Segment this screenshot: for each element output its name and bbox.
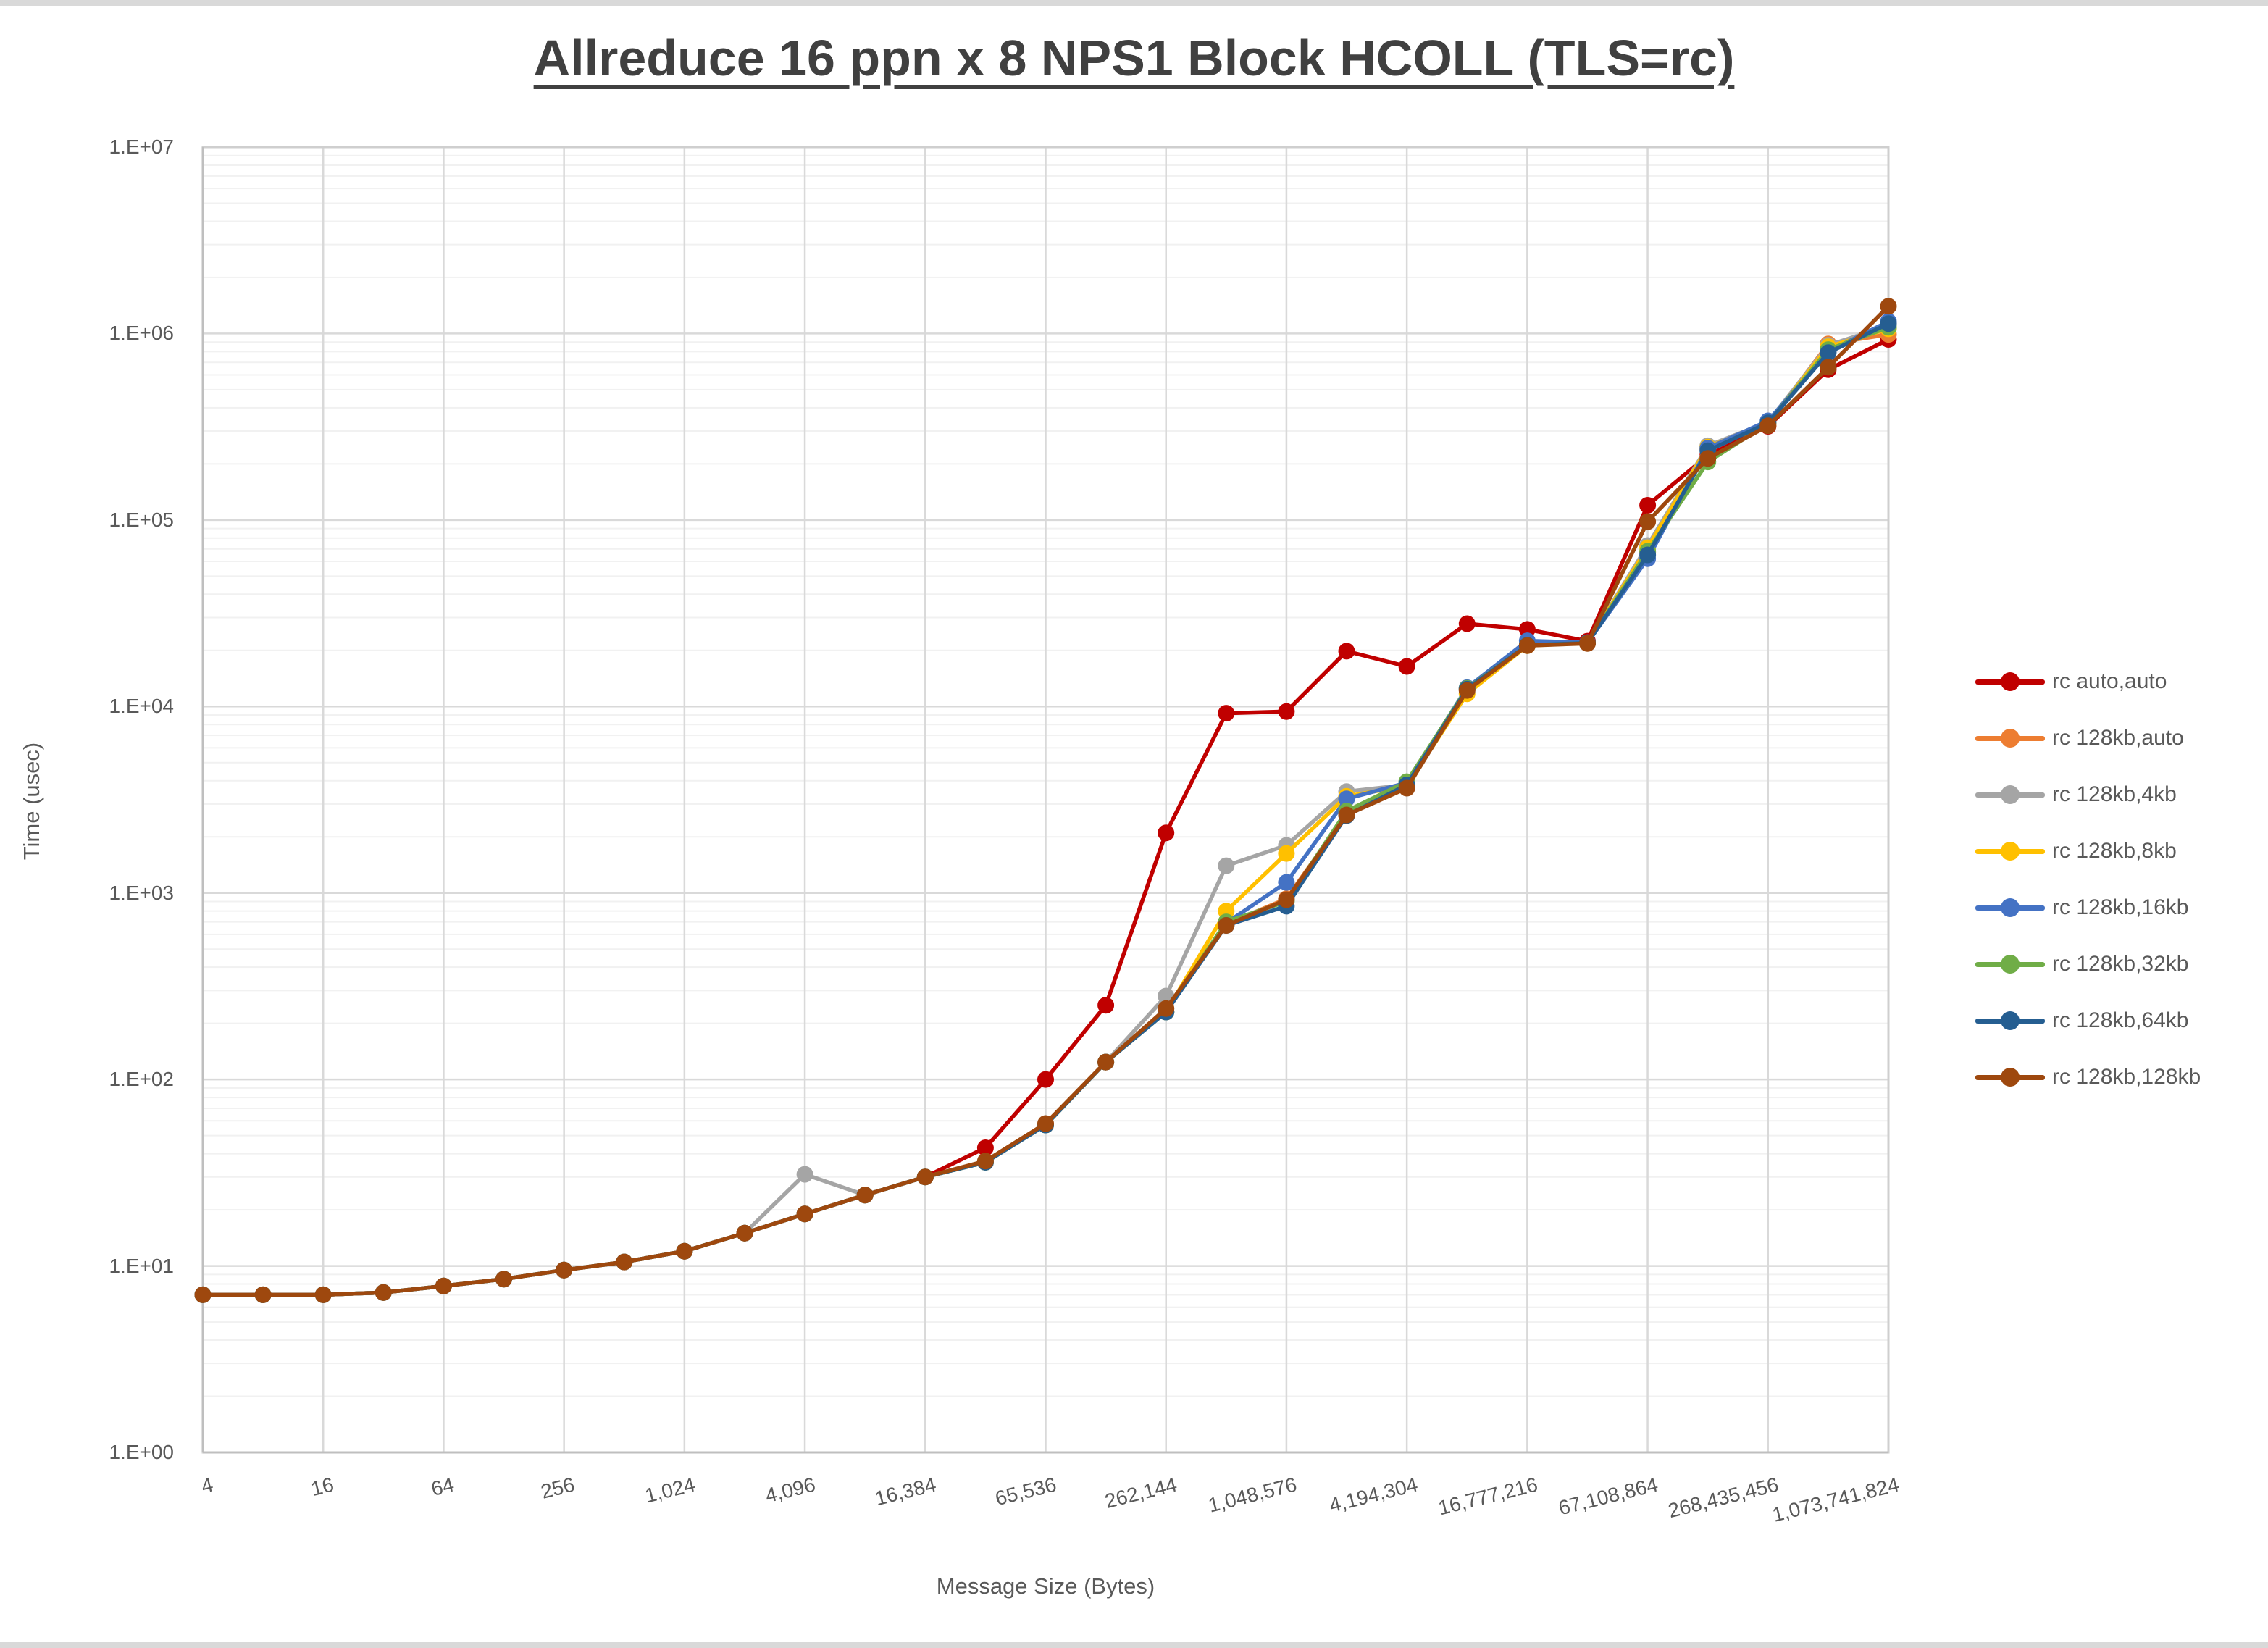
y-tick-label: 1.E+03 <box>109 881 174 904</box>
data-point-marker-rc-128kb-128kb <box>194 1286 212 1303</box>
data-point-marker-rc-128kb-128kb <box>616 1253 633 1271</box>
data-point-marker-rc-128kb-128kb <box>1820 359 1837 376</box>
data-point-marker-rc-128kb-128kb <box>1518 637 1536 654</box>
legend-marker-icon <box>2001 955 2020 974</box>
legend-item-rc-128kb-64kb[interactable]: rc 128kb,64kb <box>1975 1005 2188 1037</box>
legend-label: rc 128kb,8kb <box>2052 839 2177 863</box>
legend-series-swatch-icon <box>1975 835 2045 867</box>
legend-marker-icon <box>2001 672 2020 691</box>
data-point-marker-rc-128kb-128kb <box>1097 1053 1115 1071</box>
data-point-marker-rc-128kb-64kb <box>1639 546 1657 564</box>
legend-label: rc 128kb,auto <box>2052 726 2184 750</box>
y-axis-title: Time (usec) <box>19 742 44 861</box>
y-tick-label: 1.E+04 <box>109 695 174 718</box>
data-point-marker-rc-128kb-128kb <box>916 1168 934 1186</box>
y-tick-label: 1.E+01 <box>109 1254 174 1277</box>
data-point-marker-rc-128kb-16kb <box>1338 790 1355 808</box>
legend-series-swatch-icon <box>1975 666 2045 698</box>
y-tick-label: 1.E+00 <box>109 1441 174 1463</box>
legend-label: rc 128kb,64kb <box>2052 1008 2189 1032</box>
data-point-marker-rc-128kb-128kb <box>856 1187 874 1204</box>
data-point-marker-rc-128kb-128kb <box>1037 1115 1054 1132</box>
y-tick-label: 1.E+07 <box>109 135 174 158</box>
data-point-marker-rc-auto-auto <box>1278 703 1295 720</box>
legend-series-swatch-icon <box>1975 722 2045 754</box>
data-point-marker-rc-128kb-128kb <box>1699 450 1717 467</box>
data-point-marker-rc-128kb-128kb <box>1579 635 1596 652</box>
data-point-marker-rc-auto-auto <box>1097 997 1115 1014</box>
legend-marker-icon <box>2001 842 2020 861</box>
legend-marker-icon <box>2001 898 2020 917</box>
data-point-marker-rc-128kb-128kb <box>1338 806 1355 824</box>
data-point-marker-rc-auto-auto <box>1037 1071 1054 1088</box>
data-point-marker-rc-128kb-128kb <box>254 1286 272 1303</box>
legend-item-rc-128kb-16kb[interactable]: rc 128kb,16kb <box>1975 892 2188 924</box>
legend-marker-icon <box>2001 785 2020 804</box>
data-point-marker-rc-128kb-128kb <box>736 1224 753 1242</box>
data-point-marker-rc-128kb-128kb <box>435 1277 452 1294</box>
data-point-marker-rc-128kb-128kb <box>1278 891 1295 908</box>
x-axis-title: Message Size (Bytes) <box>936 1573 1155 1599</box>
legend-item-rc-128kb-8kb[interactable]: rc 128kb,8kb <box>1975 835 2177 867</box>
legend-series-swatch-icon <box>1975 948 2045 980</box>
y-tick-label: 1.E+02 <box>109 1068 174 1091</box>
legend-marker-icon <box>2001 1011 2020 1030</box>
legend-series-swatch-icon <box>1975 779 2045 811</box>
data-point-marker-rc-128kb-128kb <box>976 1153 994 1170</box>
y-tick-label: 1.E+06 <box>109 322 174 345</box>
chart-title: Allreduce 16 ppn x 8 NPS1 Block HCOLL (T… <box>533 30 1735 86</box>
data-point-marker-rc-128kb-4kb <box>796 1166 813 1183</box>
legend-item-rc-128kb-32kb[interactable]: rc 128kb,32kb <box>1975 948 2188 980</box>
data-point-marker-rc-128kb-128kb <box>1218 917 1235 934</box>
legend-label: rc 128kb,4kb <box>2052 782 2177 806</box>
data-point-marker-rc-128kb-128kb <box>556 1261 573 1279</box>
data-point-marker-rc-128kb-128kb <box>1759 417 1777 435</box>
data-point-marker-rc-128kb-128kb <box>676 1242 693 1260</box>
legend-series-swatch-icon <box>1975 1061 2045 1093</box>
legend-marker-icon <box>2001 729 2020 748</box>
data-point-marker-rc-128kb-4kb <box>1218 857 1235 874</box>
legend-series-swatch-icon <box>1975 1005 2045 1037</box>
data-point-marker-rc-auto-auto <box>1338 643 1355 660</box>
data-point-marker-rc-128kb-128kb <box>1639 513 1657 530</box>
data-point-marker-rc-auto-auto <box>976 1139 994 1156</box>
window-top-edge <box>0 0 2268 6</box>
data-point-marker-rc-auto-auto <box>1218 705 1235 722</box>
y-tick-label: 1.E+05 <box>109 508 174 531</box>
data-point-marker-rc-auto-auto <box>1458 615 1476 632</box>
legend-label: rc 128kb,16kb <box>2052 895 2189 919</box>
data-point-marker-rc-128kb-128kb <box>796 1205 813 1223</box>
data-point-marker-rc-auto-auto <box>1158 824 1175 842</box>
data-point-marker-rc-128kb-16kb <box>1278 874 1295 891</box>
data-point-marker-rc-128kb-128kb <box>495 1271 512 1288</box>
legend-label: rc 128kb,32kb <box>2052 952 2189 976</box>
legend-marker-icon <box>2001 1068 2020 1087</box>
data-point-marker-rc-128kb-128kb <box>1458 682 1476 699</box>
legend-item-rc-128kb-4kb[interactable]: rc 128kb,4kb <box>1975 779 2177 811</box>
data-point-marker-rc-auto-auto <box>1639 497 1657 514</box>
data-point-marker-rc-128kb-128kb <box>1158 1000 1175 1017</box>
legend-item-rc-128kb-auto[interactable]: rc 128kb,auto <box>1975 722 2184 754</box>
data-point-marker-rc-128kb-128kb <box>374 1284 392 1301</box>
legend-item-rc-auto-auto[interactable]: rc auto,auto <box>1975 666 2167 698</box>
legend-series-swatch-icon <box>1975 892 2045 924</box>
legend-item-rc-128kb-128kb[interactable]: rc 128kb,128kb <box>1975 1061 2201 1093</box>
legend-label: rc 128kb,128kb <box>2052 1065 2201 1089</box>
data-point-marker-rc-128kb-8kb <box>1278 845 1295 862</box>
window-bottom-edge <box>0 1642 2268 1648</box>
legend-label: rc auto,auto <box>2052 669 2167 693</box>
data-point-marker-rc-128kb-64kb <box>1880 315 1897 332</box>
data-point-marker-rc-128kb-128kb <box>1880 298 1897 315</box>
data-point-marker-rc-auto-auto <box>1398 658 1415 675</box>
data-point-marker-rc-128kb-128kb <box>1398 779 1415 797</box>
data-point-marker-rc-128kb-128kb <box>314 1286 332 1303</box>
data-point-marker-rc-128kb-64kb <box>1820 344 1837 361</box>
